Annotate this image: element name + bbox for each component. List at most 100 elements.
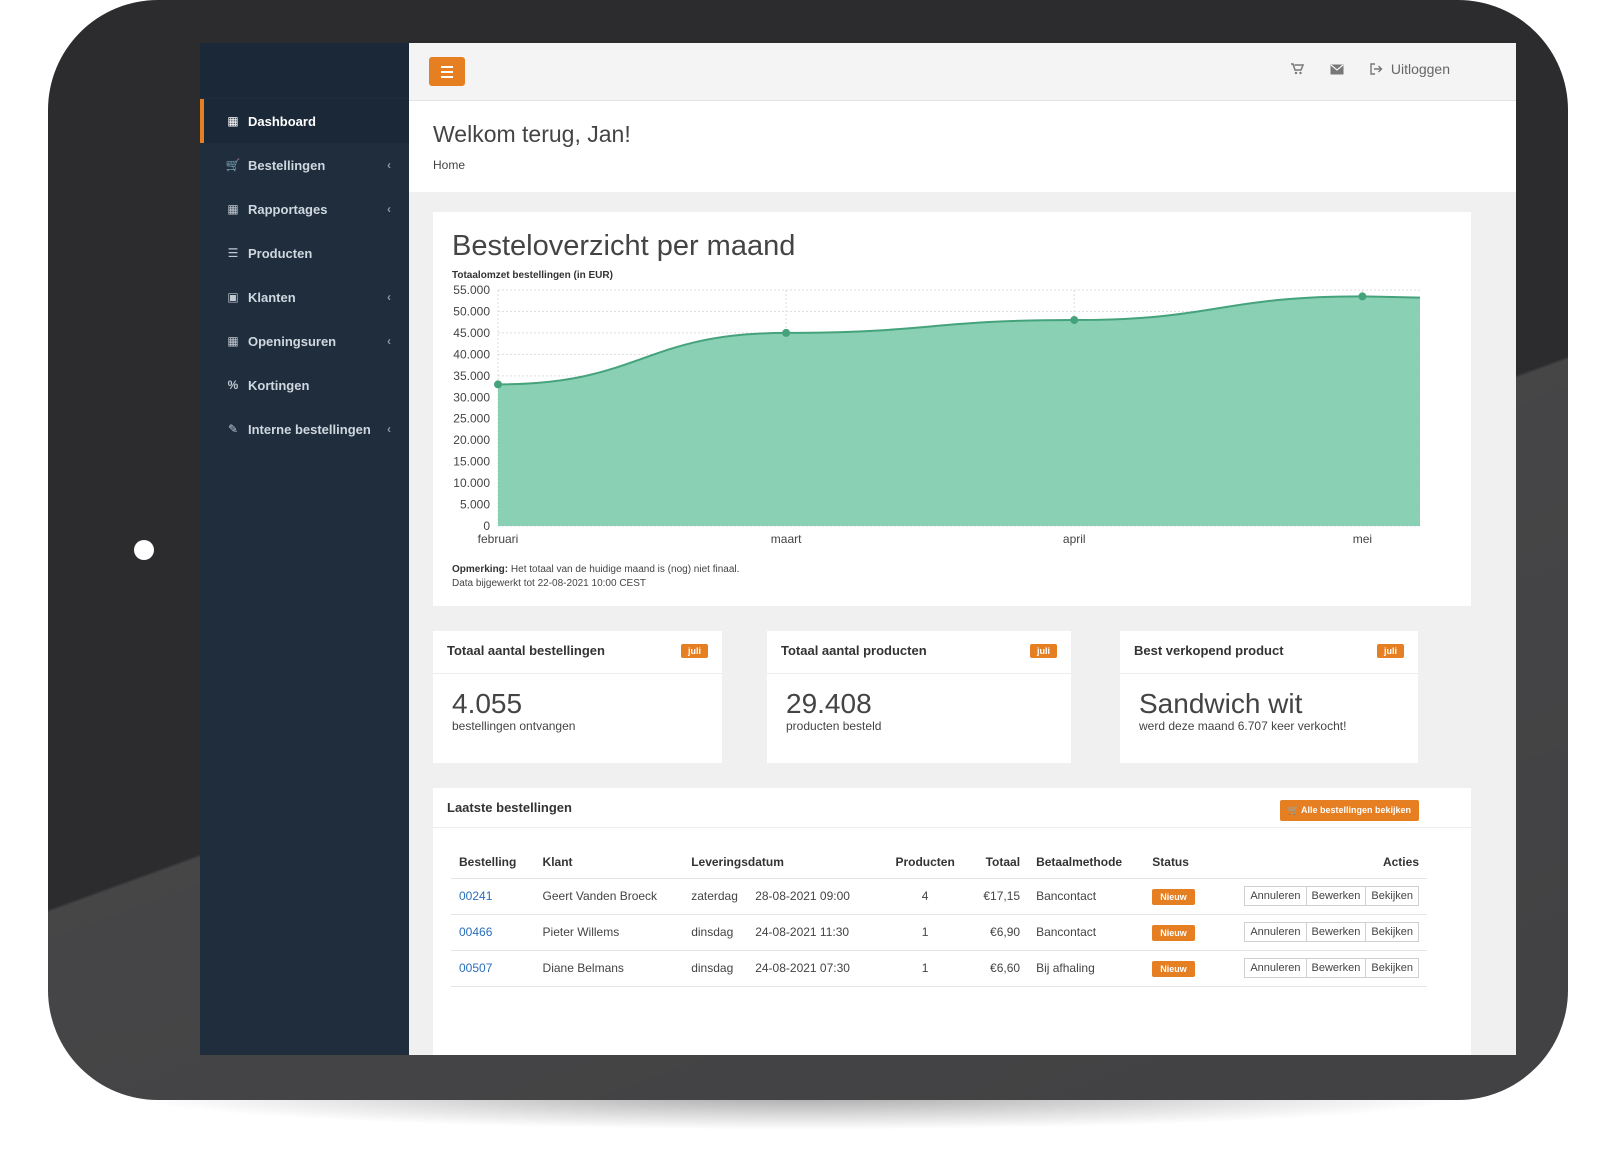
- calendar-icon: ▦: [227, 334, 239, 348]
- sidebar-brand: [200, 43, 409, 98]
- chevron-left-icon: ‹: [387, 202, 391, 216]
- cancel-order-button[interactable]: Annuleren: [1244, 958, 1307, 978]
- x-tick-label: mei: [1353, 532, 1372, 546]
- top-actions: Uitloggen: [1290, 61, 1450, 77]
- products-cell: 1: [882, 950, 969, 987]
- mail-button[interactable]: [1330, 64, 1344, 75]
- col-leveringsdatum: Leveringsdatum: [683, 846, 883, 879]
- order-id-link[interactable]: 00507: [459, 961, 493, 975]
- y-tick-label: 35.000: [453, 369, 490, 383]
- table-icon: ▦: [227, 202, 239, 216]
- y-tick-label: 5.000: [460, 498, 490, 512]
- status-badge: Nieuw: [1152, 961, 1195, 977]
- delivery-day: dinsdag: [691, 925, 734, 939]
- sidebar-item-label: Producten: [248, 245, 313, 261]
- status-cell: Nieuw: [1144, 914, 1211, 951]
- sidebar-item-openingsuren[interactable]: ▦ Openingsuren ‹: [200, 319, 409, 363]
- chevron-left-icon: ‹: [387, 158, 391, 172]
- col-acties: Acties: [1210, 846, 1427, 879]
- chart-note: Opmerking: Het totaal van de huidige maa…: [452, 563, 739, 591]
- payment-cell: Bancontact: [1028, 914, 1145, 951]
- sidebar-item-label: Rapportages: [248, 201, 328, 217]
- order-cell: 00241: [451, 878, 535, 915]
- delivery-cell: zaterdag 28-08-2021 09:00: [683, 878, 883, 915]
- sidebar-item-label: Bestellingen: [248, 157, 326, 173]
- sidebar-item-kortingen[interactable]: % Kortingen: [200, 363, 409, 407]
- y-tick-label: 45.000: [453, 326, 490, 340]
- menu-bar: [441, 70, 453, 73]
- payment-cell: Bancontact: [1028, 878, 1145, 915]
- cancel-order-button[interactable]: Annuleren: [1244, 922, 1307, 942]
- order-cell: 00507: [451, 950, 535, 987]
- stat-title: Best verkopend product juli: [1120, 631, 1418, 674]
- y-tick-label: 25.000: [453, 412, 490, 426]
- sidebar-item-producten[interactable]: ☰ Producten: [200, 231, 409, 275]
- logout-button[interactable]: Uitloggen: [1370, 61, 1450, 77]
- stat-caption: bestellingen ontvangen: [452, 719, 576, 733]
- total-cell: €6,60: [968, 950, 1029, 987]
- menu-bar: [441, 75, 453, 78]
- cart-button[interactable]: [1290, 63, 1304, 75]
- sidebar-item-interne-bestellingen[interactable]: ✎ Interne bestellingen ‹: [200, 407, 409, 451]
- chevron-left-icon: ‹: [387, 290, 391, 304]
- data-point: [782, 328, 791, 337]
- orders-body: 00241 Geert Vanden Broeck zaterdag 28-08-20…: [451, 878, 1427, 987]
- sidebar-item-klanten[interactable]: ▣ Klanten ‹: [200, 275, 409, 319]
- edit-order-button[interactable]: Bewerken: [1305, 958, 1367, 978]
- chevron-left-icon: ‹: [387, 334, 391, 348]
- action-buttons: Annuleren Bewerken Bekijken: [1244, 886, 1419, 906]
- stat-card-best-product: Best verkopend product juli Sandwich wit …: [1120, 631, 1418, 763]
- contact-icon: ▣: [227, 290, 239, 304]
- stat-title: Totaal aantal bestellingen juli: [433, 631, 722, 674]
- delivery-date: 28-08-2021 09:00: [755, 889, 850, 903]
- sidebar-item-label: Openingsuren: [248, 333, 337, 349]
- sidebar-item-label: Dashboard: [248, 113, 316, 129]
- cancel-order-button[interactable]: Annuleren: [1244, 886, 1307, 906]
- view-order-button[interactable]: Bekijken: [1365, 922, 1419, 942]
- sidebar-item-rapportages[interactable]: ▦ Rapportages ‹: [200, 187, 409, 231]
- view-order-button[interactable]: Bekijken: [1365, 886, 1419, 906]
- products-cell: 1: [882, 914, 969, 951]
- status-badge: Nieuw: [1152, 925, 1195, 941]
- stat-card-orders: Totaal aantal bestellingen juli 4.055 bes…: [433, 631, 722, 763]
- chart-title: Besteloverzicht per maand: [452, 230, 796, 262]
- percent-icon: %: [227, 378, 239, 392]
- menu-toggle-button[interactable]: [429, 57, 465, 86]
- note-label: Opmerking:: [452, 564, 509, 575]
- tablet-frame: ▦ Dashboard 🛒 Bestellingen ‹ ▦ Rapportages ‹ ☰ Pr…: [48, 0, 1568, 1100]
- sidebar-item-dashboard[interactable]: ▦ Dashboard: [200, 99, 409, 143]
- products-cell: 4: [882, 878, 969, 915]
- chart-panel: 55.000 50.000 45.000 40.000 35.000 30.000 25.0…: [433, 212, 1471, 606]
- sidebar-item-label: Klanten: [248, 289, 296, 305]
- stat-caption: werd deze maand 6.707 keer verkocht!: [1139, 719, 1347, 733]
- y-tick-label: 10.000: [453, 476, 490, 490]
- series-line: [497, 295, 1421, 386]
- data-point: [1358, 292, 1367, 301]
- stat-title-text: Totaal aantal bestellingen: [447, 643, 605, 658]
- edit-order-button[interactable]: Bewerken: [1305, 922, 1367, 942]
- month-badge: juli: [1377, 644, 1404, 658]
- stat-value: 4.055: [452, 688, 523, 719]
- y-tick-label: 30.000: [453, 390, 490, 404]
- stat-title: Totaal aantal producten juli: [767, 631, 1071, 674]
- camera-dot: [134, 540, 154, 560]
- delivery-day: dinsdag: [691, 961, 734, 975]
- action-buttons: Annuleren Bewerken Bekijken: [1244, 958, 1419, 978]
- orders-title: Laatste bestellingen 🛒 Alle bestellingen…: [433, 788, 1471, 828]
- cart-icon: 🛒: [1287, 805, 1299, 815]
- order-id-link[interactable]: 00241: [459, 889, 493, 903]
- action-buttons: Annuleren Bewerken Bekijken: [1244, 922, 1419, 942]
- payment-cell: Bij afhaling: [1028, 950, 1145, 987]
- breadcrumb[interactable]: Home: [433, 158, 466, 172]
- edit-order-button[interactable]: Bewerken: [1305, 886, 1367, 906]
- orders-title-text: Laatste bestellingen: [447, 800, 572, 815]
- stat-title-text: Totaal aantal producten: [781, 643, 927, 658]
- sidebar-item-bestellingen[interactable]: 🛒 Bestellingen ‹: [200, 143, 409, 187]
- view-all-orders-button[interactable]: 🛒 Alle bestellingen bekijken: [1279, 800, 1419, 821]
- latest-orders-panel: Laatste bestellingen 🛒 Alle bestellingen…: [433, 788, 1471, 1055]
- col-betaalmethode: Betaalmethode: [1028, 846, 1145, 879]
- view-order-button[interactable]: Bekijken: [1365, 958, 1419, 978]
- order-id-link[interactable]: 00466: [459, 925, 493, 939]
- topbar: Uitloggen: [409, 43, 1516, 101]
